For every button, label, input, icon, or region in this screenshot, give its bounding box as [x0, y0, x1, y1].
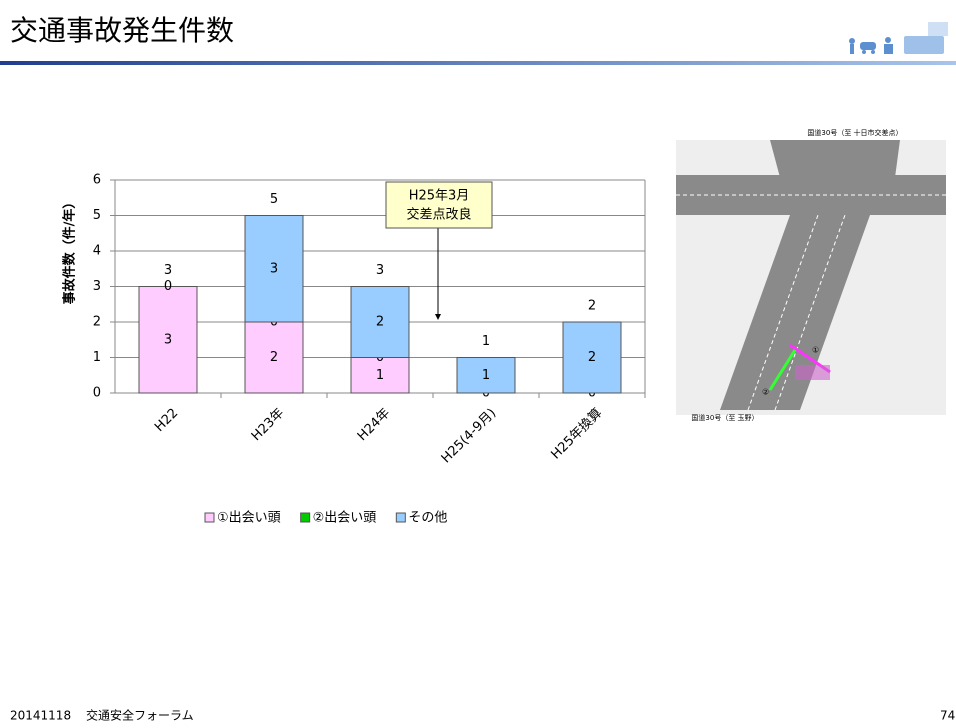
annotation-text: 交差点改良: [406, 207, 471, 223]
total-label: 3: [376, 263, 384, 278]
data-label: 3: [270, 261, 278, 276]
legend-label: ①出会い頭: [217, 511, 281, 526]
footer-date: 20141118: [10, 709, 71, 723]
legend-swatch: [395, 512, 406, 523]
legend-label: ②出会い頭: [313, 511, 377, 526]
y-tick-label: 2: [93, 315, 101, 330]
page-number: 74: [940, 709, 955, 723]
annotation-box: [385, 181, 493, 229]
data-label: 2: [376, 315, 384, 330]
bar-segment: [350, 357, 410, 394]
y-tick-label: 6: [93, 173, 101, 188]
bar-segment: [244, 215, 304, 323]
data-label: 2: [588, 350, 596, 365]
map-label: ②: [762, 388, 769, 397]
annotation-text: H25年3月: [409, 189, 470, 204]
total-label: 5: [270, 192, 278, 207]
map-label: 国道30号（至 十日市交差点）: [807, 128, 902, 137]
y-tick-label: 4: [93, 244, 101, 259]
bar-segment: [244, 321, 304, 394]
data-label: 3: [164, 332, 172, 347]
data-label: 0: [164, 279, 172, 294]
y-tick-label: 1: [93, 350, 101, 365]
slide-title: 交通事故発生件数: [10, 14, 234, 47]
bar-segment: [138, 286, 198, 394]
legend-swatch: [300, 512, 311, 523]
header-icons: [849, 22, 948, 54]
y-tick-label: 3: [93, 279, 101, 294]
map-label: 国道30号（至 玉野）: [691, 413, 758, 422]
y-tick-label: 5: [93, 208, 101, 223]
total-label: 3: [164, 263, 172, 278]
total-label: 1: [482, 334, 490, 349]
legend-label: その他: [408, 511, 447, 526]
annotation-arrowhead: [435, 314, 441, 320]
y-tick-label: 0: [93, 386, 101, 401]
y-axis-label: 事故件数（件/年）: [62, 196, 78, 305]
intersection-map: [676, 140, 946, 415]
map-label: ①: [812, 346, 819, 355]
data-label: 1: [376, 368, 384, 383]
bar-segment: [456, 357, 516, 394]
data-label: 2: [270, 350, 278, 365]
total-label: 2: [588, 299, 596, 314]
legend-swatch: [204, 512, 215, 523]
footer-event: 交通安全フォーラム: [86, 708, 194, 723]
header-rule: [0, 61, 956, 65]
data-label: 1: [482, 368, 490, 383]
bar-segment: [562, 321, 622, 394]
bar-segment: [350, 286, 410, 358]
